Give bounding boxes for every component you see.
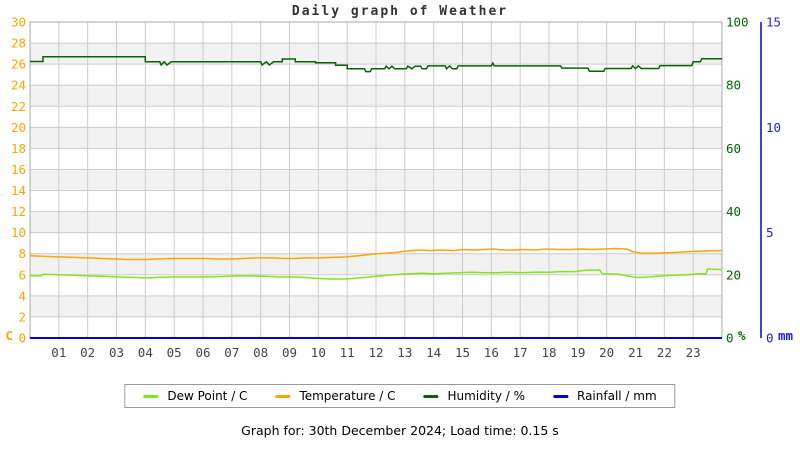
svg-text:0: 0 <box>766 331 774 346</box>
svg-text:07: 07 <box>224 345 239 360</box>
legend-item-humidity: Humidity / % <box>423 389 525 403</box>
rainfall-line-swatch <box>553 394 568 398</box>
svg-text:22: 22 <box>657 345 672 360</box>
svg-text:15: 15 <box>455 345 470 360</box>
svg-text:40: 40 <box>726 204 741 219</box>
svg-text:%: % <box>738 328 746 343</box>
graph-footer: Graph for: 30th December 2024; Load time… <box>241 423 559 438</box>
series-dew <box>30 268 723 280</box>
svg-text:4: 4 <box>18 288 26 303</box>
svg-text:23: 23 <box>686 345 701 360</box>
svg-text:05: 05 <box>167 345 182 360</box>
legend-label: Rainfall / mm <box>577 389 657 403</box>
svg-text:10: 10 <box>766 120 781 135</box>
svg-text:13: 13 <box>397 345 412 360</box>
legend-item-dew-point: Dew Point / C <box>143 389 247 403</box>
rain-axis-labels: 0 5 10 15 mm <box>766 15 794 346</box>
svg-text:80: 80 <box>726 78 741 93</box>
svg-text:19: 19 <box>570 345 585 360</box>
svg-text:14: 14 <box>11 183 26 198</box>
svg-text:16: 16 <box>11 162 26 177</box>
svg-text:18: 18 <box>11 141 26 156</box>
dew-point-line-swatch <box>143 394 159 398</box>
svg-text:15: 15 <box>766 15 781 30</box>
humidity-line-swatch <box>423 394 439 398</box>
svg-text:100: 100 <box>726 15 749 30</box>
svg-text:09: 09 <box>282 345 297 360</box>
svg-text:12: 12 <box>11 204 26 219</box>
svg-text:22: 22 <box>11 99 26 114</box>
svg-text:14: 14 <box>426 345 441 360</box>
svg-text:16: 16 <box>484 345 499 360</box>
temperature-line-swatch <box>275 394 291 398</box>
svg-text:5: 5 <box>766 225 774 240</box>
hour-axis-labels: 01 02 03 04 05 06 07 08 09 10 11 12 13 14 15 16 17 18 19 20… <box>51 345 700 360</box>
svg-text:06: 06 <box>195 345 210 360</box>
svg-text:26: 26 <box>11 57 26 72</box>
svg-text:C: C <box>5 328 13 343</box>
humidity-axis-labels: 0 20 40 60 80 100% <box>726 15 749 346</box>
svg-text:mm: mm <box>778 328 794 343</box>
svg-text:20: 20 <box>11 120 26 135</box>
svg-text:08: 08 <box>253 345 268 360</box>
svg-text:10: 10 <box>11 225 26 240</box>
svg-text:30: 30 <box>11 15 26 30</box>
svg-text:24: 24 <box>11 78 26 93</box>
svg-text:6: 6 <box>18 267 26 282</box>
svg-text:02: 02 <box>80 345 95 360</box>
series-temperature <box>29 247 722 261</box>
legend-label: Temperature / C <box>299 389 396 403</box>
svg-text:20: 20 <box>599 345 614 360</box>
graph-title: Daily graph of Weather <box>291 4 509 19</box>
svg-text:17: 17 <box>513 345 528 360</box>
svg-text:03: 03 <box>109 345 124 360</box>
legend-label: Dew Point / C <box>167 389 248 403</box>
legend-item-temperature: Temperature / C <box>275 389 396 403</box>
svg-text:18: 18 <box>541 345 556 360</box>
svg-text:2: 2 <box>18 309 26 324</box>
svg-text:01: 01 <box>51 345 66 360</box>
svg-text:60: 60 <box>726 141 741 156</box>
svg-text:10: 10 <box>311 345 326 360</box>
svg-text:0: 0 <box>18 331 26 346</box>
svg-text:21: 21 <box>628 345 643 360</box>
svg-text:0: 0 <box>726 331 734 346</box>
series-humidity <box>30 56 722 73</box>
svg-text:12: 12 <box>368 345 383 360</box>
legend-item-rainfall: Rainfall / mm <box>553 389 657 403</box>
svg-text:04: 04 <box>138 345 153 360</box>
chart-legend: Dew Point / C Temperature / C Humidity /… <box>124 384 676 408</box>
legend-label: Humidity / % <box>447 389 525 403</box>
svg-text:28: 28 <box>11 36 26 51</box>
gridlines <box>30 22 722 338</box>
svg-text:20: 20 <box>726 267 741 282</box>
svg-text:11: 11 <box>340 345 355 360</box>
svg-text:8: 8 <box>18 246 26 261</box>
